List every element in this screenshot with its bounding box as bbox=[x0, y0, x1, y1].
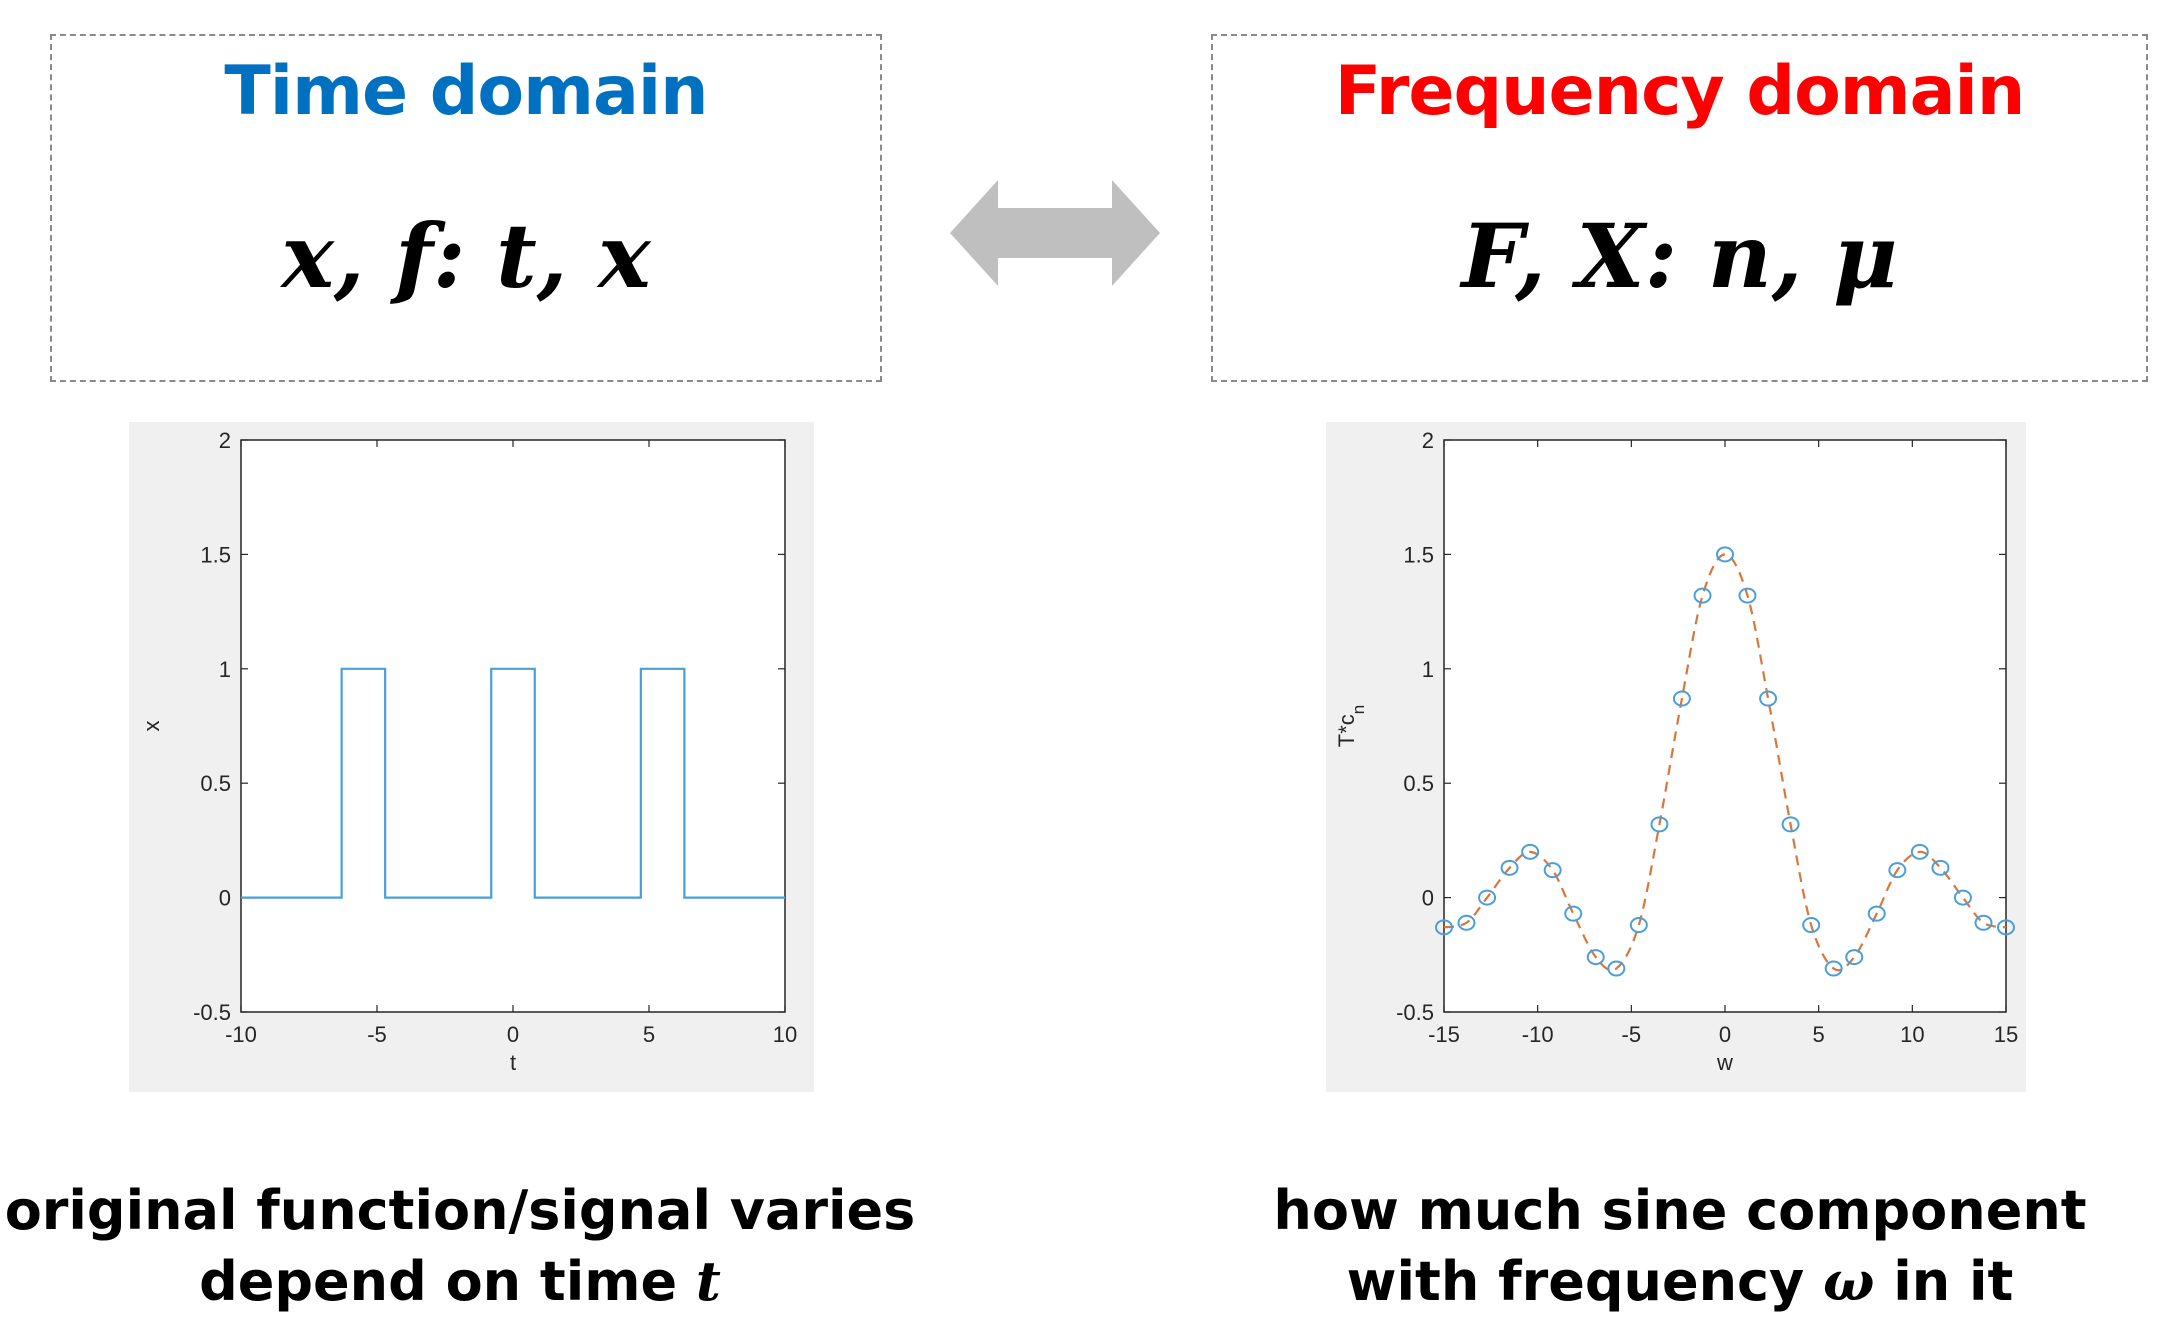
x-tick-label: -10 bbox=[225, 1022, 257, 1047]
x-tick-label: -5 bbox=[367, 1022, 387, 1047]
x-tick-label: -15 bbox=[1428, 1022, 1460, 1047]
spectrum-point bbox=[1586, 949, 1605, 966]
y-tick-label: 0.5 bbox=[200, 771, 231, 796]
freq-caption-line1: how much sine component bbox=[1273, 1179, 2087, 1242]
y-tick-label: 1.5 bbox=[1403, 542, 1434, 567]
x-axis-label: t bbox=[510, 1050, 516, 1075]
x-tick-label: 10 bbox=[773, 1022, 797, 1047]
time-domain-formula: x, f: t, x bbox=[281, 204, 651, 308]
frequency-domain-plot: -15 -10 -5 0 5 10 15 -0.5 0 0.5 1 1.5 2 w T*cn bbox=[1326, 422, 2026, 1092]
freq-caption-variable: ω bbox=[1823, 1249, 1875, 1313]
y-tick-label: 1 bbox=[1422, 657, 1434, 682]
y-axis-label: x bbox=[139, 721, 164, 732]
spectrum-point bbox=[1974, 914, 1993, 931]
y-tick-label: -0.5 bbox=[193, 1000, 231, 1025]
time-domain-caption: original function/signal varies depend o… bbox=[0, 1176, 920, 1317]
x-tick-label: 10 bbox=[1900, 1022, 1924, 1047]
x-tick-label: 15 bbox=[1994, 1022, 2018, 1047]
spectrum-point bbox=[1845, 949, 1864, 966]
plot-area bbox=[1443, 439, 2007, 1013]
spectrum-point bbox=[1607, 960, 1626, 977]
y-tick-label: 2 bbox=[219, 428, 231, 453]
frequency-domain-formula: F, X: n, μ bbox=[1461, 204, 1898, 308]
signal-line bbox=[241, 667, 785, 899]
y-tick-label: 0.5 bbox=[1403, 771, 1434, 796]
spectrum-point bbox=[1693, 587, 1712, 604]
freq-caption-line2-text: with frequency bbox=[1346, 1250, 1824, 1313]
time-caption-line1: original function/signal varies bbox=[4, 1179, 916, 1242]
spectrum-point bbox=[1500, 859, 1519, 876]
time-caption-variable: t bbox=[695, 1249, 721, 1313]
spectrum-point bbox=[1629, 917, 1648, 934]
x-tick-label: 5 bbox=[1813, 1022, 1825, 1047]
freq-caption-line2-suffix: in it bbox=[1874, 1250, 2014, 1313]
spectrum-point bbox=[1738, 587, 1757, 604]
x-axis-label: w bbox=[1716, 1050, 1733, 1075]
spectrum-point bbox=[1457, 914, 1476, 931]
plot-area bbox=[240, 439, 786, 1013]
frequency-domain-title: Frequency domain bbox=[1334, 52, 2026, 131]
spectrum-point bbox=[1759, 690, 1778, 707]
spectrum-dashed-line bbox=[1443, 553, 2007, 972]
x-tick-label: -5 bbox=[1622, 1022, 1642, 1047]
spectrum-point bbox=[1888, 862, 1907, 879]
spectrum-point bbox=[1953, 889, 1972, 906]
y-tick-label: 0 bbox=[1422, 886, 1434, 911]
spectrum-point bbox=[1543, 862, 1562, 879]
spectrum-point bbox=[1802, 917, 1821, 934]
spectrum-point bbox=[1672, 690, 1691, 707]
y-tick-label: 1 bbox=[219, 657, 231, 682]
time-domain-box: Time domain x, f: t, x bbox=[50, 34, 882, 382]
y-tick-label: -0.5 bbox=[1396, 1000, 1434, 1025]
spectrum-point bbox=[1650, 816, 1669, 833]
y-tick-label: 1.5 bbox=[200, 542, 231, 567]
spectrum-point bbox=[1931, 859, 1950, 876]
spectrum-point bbox=[1564, 905, 1583, 922]
spectrum-point bbox=[1824, 960, 1843, 977]
spectrum-point bbox=[1867, 905, 1886, 922]
frequency-domain-caption: how much sine component with frequency ω… bbox=[1200, 1176, 2160, 1317]
time-domain-title: Time domain bbox=[224, 52, 708, 131]
freq-caption-line2: with frequency ω in it bbox=[1200, 1246, 2160, 1317]
x-tick-label: -10 bbox=[1522, 1022, 1554, 1047]
time-caption-line2-text: depend on time bbox=[199, 1250, 696, 1313]
y-axis-label: T*cn bbox=[1334, 705, 1368, 747]
x-tick-label: 0 bbox=[1719, 1022, 1731, 1047]
spectrum-point bbox=[1997, 919, 2015, 936]
time-domain-plot: -10 -5 0 5 10 -0.5 0 0.5 1 1.5 2 t x bbox=[129, 422, 814, 1092]
arrow-shape bbox=[950, 180, 1160, 286]
y-tick-label: 0 bbox=[219, 886, 231, 911]
spectrum-point bbox=[1716, 546, 1734, 563]
x-tick-label: 0 bbox=[507, 1022, 519, 1047]
spectrum-point bbox=[1478, 889, 1497, 906]
spectrum-point bbox=[1781, 816, 1800, 833]
frequency-domain-box: Frequency domain F, X: n, μ bbox=[1211, 34, 2148, 382]
y-tick-label: 2 bbox=[1422, 428, 1434, 453]
double-headed-arrow-icon bbox=[950, 180, 1160, 286]
time-caption-line2: depend on time t bbox=[0, 1246, 920, 1317]
spectrum-point bbox=[1521, 843, 1540, 860]
x-tick-label: 5 bbox=[643, 1022, 655, 1047]
spectrum-point bbox=[1910, 843, 1929, 860]
spectrum-point bbox=[1435, 919, 1453, 936]
